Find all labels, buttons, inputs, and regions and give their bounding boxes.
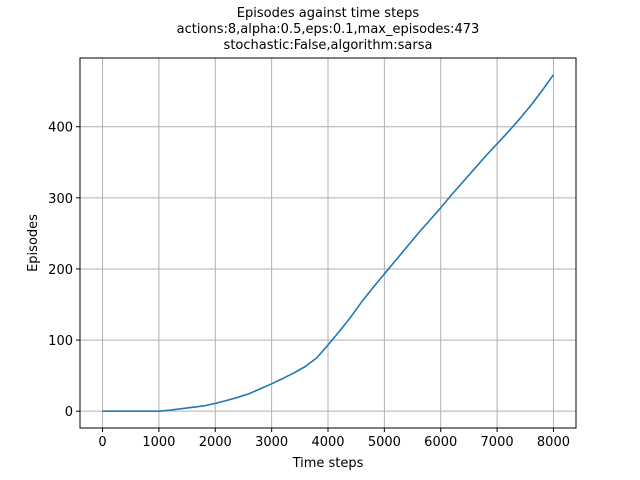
x-tick-label: 5000	[368, 435, 401, 450]
y-tick-label: 400	[48, 121, 73, 136]
y-tick-label: 100	[48, 334, 73, 349]
series-layer	[102, 74, 555, 412]
x-tick-label: 0	[98, 435, 106, 450]
y-axis-label: Episodes	[26, 214, 41, 272]
x-tick-label: 2000	[199, 435, 232, 450]
chart-subtitle-line-2: stochastic:False,algorithm:sarsa	[224, 38, 433, 53]
x-tick-label: 4000	[311, 435, 344, 450]
x-tick-label: 8000	[537, 435, 570, 450]
chart-title: Episodes against time steps	[237, 6, 420, 21]
x-tick-label: 1000	[142, 435, 175, 450]
x-tick-label: 3000	[255, 435, 288, 450]
series-line	[102, 74, 555, 412]
x-tick-label: 6000	[424, 435, 457, 450]
chart-subtitle-line-1: actions:8,alpha:0.5,eps:0.1,max_episodes…	[177, 22, 480, 37]
x-tick-label: 7000	[481, 435, 514, 450]
y-tick-label: 300	[48, 192, 73, 207]
axis-ticks: 0 1000 2000 3000 4000 5000 6000 7000 8000 0 100 200…	[48, 121, 570, 450]
y-tick-label: 200	[48, 263, 73, 278]
x-axis-label: Time steps	[292, 456, 364, 471]
grid	[80, 58, 576, 428]
y-tick-label: 0	[65, 405, 73, 420]
